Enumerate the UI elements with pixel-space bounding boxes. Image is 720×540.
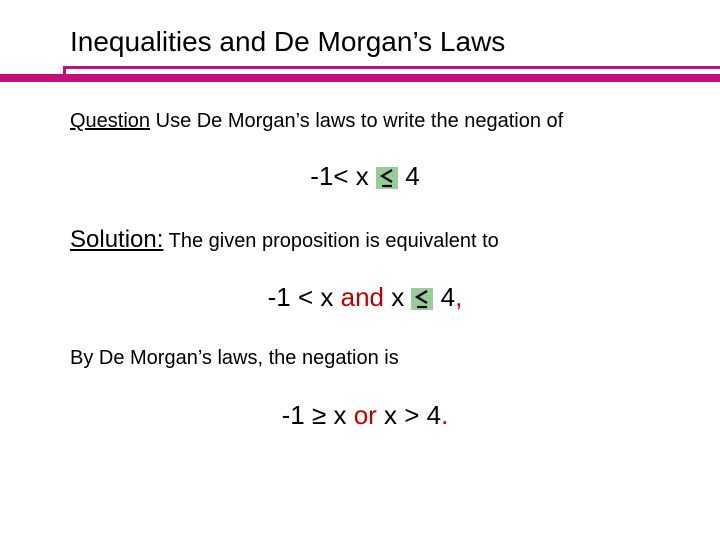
- expr2-p1: -1 < x: [268, 282, 341, 312]
- solution-text: The given proposition is equivalent to: [163, 230, 498, 252]
- title-rule-thick: [0, 74, 720, 82]
- solution-label: Solution:: [70, 226, 163, 253]
- question-line: Question Use De Morgan’s laws to write t…: [70, 110, 660, 133]
- leq-icon: [376, 167, 398, 189]
- expression-3: -1 ≥ x or x > 4.: [70, 400, 660, 431]
- expression-1: -1< x 4: [70, 161, 660, 192]
- keyword-or: or: [354, 400, 377, 430]
- question-label: Question: [70, 110, 150, 132]
- expr3-p1: -1 ≥ x: [282, 400, 354, 430]
- expr3-p2: x > 4: [377, 400, 441, 430]
- expr3-period: .: [441, 400, 448, 430]
- expr2-p2: x: [384, 282, 411, 312]
- question-text: Use De Morgan’s laws to write the negati…: [150, 110, 563, 132]
- solution-line: Solution: The given proposition is equiv…: [70, 226, 660, 254]
- expr2-comma: ,: [455, 282, 462, 312]
- expression-2: -1 < x and x 4,: [70, 282, 660, 313]
- negation-intro-line: By De Morgan’s laws, the negation is: [70, 347, 660, 370]
- keyword-and: and: [341, 282, 384, 312]
- leq-icon: [411, 288, 433, 310]
- slide-body: Question Use De Morgan’s laws to write t…: [70, 110, 660, 465]
- expr1-left: -1< x: [310, 161, 376, 191]
- expr2-p3: 4: [433, 282, 455, 312]
- expr1-right: 4: [398, 161, 420, 191]
- slide: Inequalities and De Morgan’s Laws Questi…: [0, 0, 720, 540]
- title-rule-thin: [66, 66, 720, 69]
- slide-title: Inequalities and De Morgan’s Laws: [70, 26, 505, 58]
